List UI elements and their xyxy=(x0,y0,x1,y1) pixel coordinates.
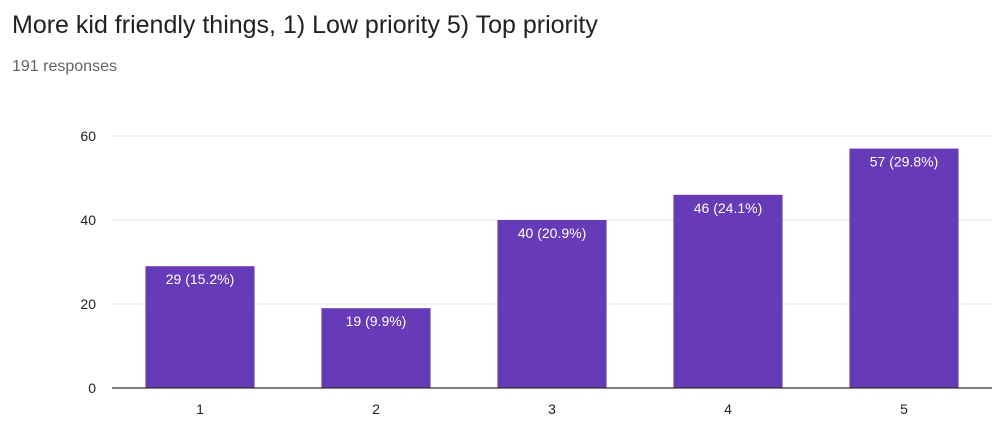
bar-5 xyxy=(849,148,959,388)
x-tick-label-1: 1 xyxy=(196,401,204,417)
y-tick-label-60: 60 xyxy=(80,128,96,144)
bar-3 xyxy=(497,220,607,388)
bar-2 xyxy=(321,308,431,388)
data-label-1: 29 (15.2%) xyxy=(166,271,234,287)
x-tick-label-2: 2 xyxy=(372,401,380,417)
y-tick-label-0: 0 xyxy=(88,380,96,396)
data-label-4: 46 (24.1%) xyxy=(694,200,762,216)
bars xyxy=(145,148,959,388)
labels: 29 (15.2%) 19 (9.9%) 40 (20.9%) 46 (24.1%) 5… xyxy=(166,154,938,330)
question-title: More kid friendly things, 1) Low priorit… xyxy=(12,11,598,39)
x-tick-label-3: 3 xyxy=(548,401,556,417)
data-label-5: 57 (29.8%) xyxy=(870,154,938,170)
axes: 0 20 40 60 1 2 3 4 5 xyxy=(80,128,992,417)
x-tick-label-5: 5 xyxy=(900,401,908,417)
y-tick-label-40: 40 xyxy=(80,212,96,228)
response-count: 191 responses xyxy=(12,58,117,75)
data-label-3: 40 (20.9%) xyxy=(518,225,586,241)
bar-1 xyxy=(145,266,255,388)
x-tick-label-4: 4 xyxy=(724,401,732,417)
bar-4 xyxy=(673,194,783,388)
data-label-2: 19 (9.9%) xyxy=(346,313,407,329)
y-tick-label-20: 20 xyxy=(80,296,96,312)
